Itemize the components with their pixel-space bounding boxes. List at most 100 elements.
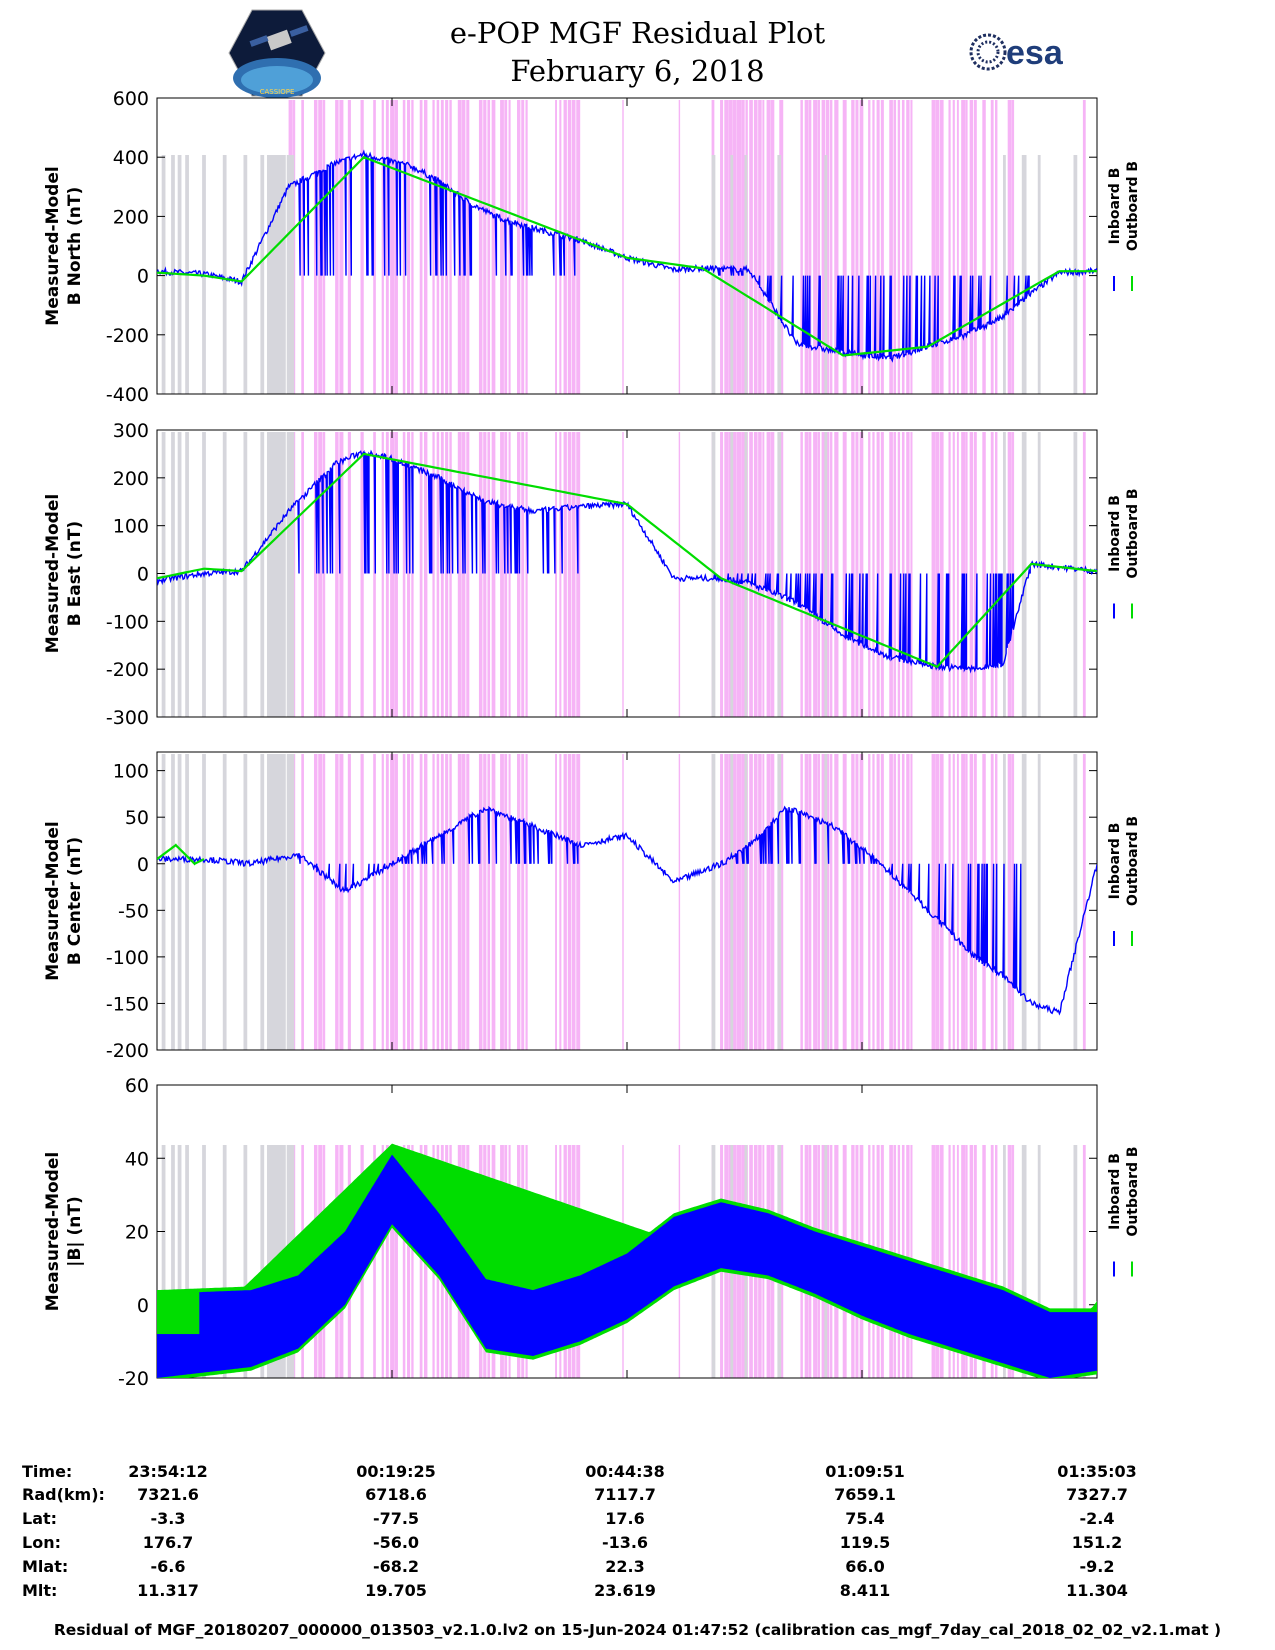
magenta-band (487, 432, 491, 717)
magenta-band (678, 100, 681, 394)
magenta-band (749, 100, 751, 394)
magenta-band (436, 100, 440, 394)
y-tick-label: 0 (137, 266, 149, 288)
magenta-band (855, 432, 859, 717)
magenta-band (969, 754, 974, 1050)
magenta-band (821, 754, 826, 1050)
magenta-band (965, 754, 968, 1050)
info-cell: -56.0 (372, 1533, 420, 1552)
magenta-band (872, 432, 875, 717)
magenta-band (990, 432, 994, 717)
gray-band (260, 432, 265, 717)
magenta-band (990, 100, 994, 394)
magenta-band (762, 432, 765, 717)
magenta-band (504, 754, 508, 1050)
left-logo-text: CASSIOPE (260, 88, 295, 96)
y-tick-label: 0 (137, 854, 149, 876)
magenta-band (335, 754, 339, 1050)
legend-inboard-label: Inboard B (1107, 495, 1123, 572)
magenta-band (830, 100, 833, 394)
magenta-band (555, 754, 557, 1050)
y-axis-label-line1: Measured-Model (43, 821, 63, 980)
y-tick-label: 400 (113, 147, 149, 169)
info-row-label: Mlt: (22, 1581, 58, 1600)
magenta-band (500, 100, 504, 394)
magenta-band (360, 100, 364, 394)
magenta-band (948, 432, 951, 717)
gray-band (777, 432, 782, 717)
chart-panel-4: 60 40 20 0 -20 Measured-Model |B| (nT) Inboard … (43, 1075, 1141, 1390)
info-cell: -13.6 (601, 1533, 649, 1552)
gray-band (1021, 1145, 1027, 1378)
magenta-band (567, 754, 572, 1050)
legend-inboard-label: Inboard B (1107, 1153, 1123, 1230)
magenta-band (491, 754, 496, 1050)
magenta-band (423, 100, 428, 394)
magenta-band (779, 432, 784, 717)
gray-band (222, 432, 227, 717)
right-logo-text: esa (1006, 34, 1064, 72)
magenta-band (842, 754, 847, 1050)
gray-band (266, 754, 286, 1050)
gray-band (1021, 155, 1027, 394)
info-cell: 01:35:03 (1057, 1462, 1137, 1481)
magenta-band (973, 100, 977, 394)
info-cell: 7659.1 (834, 1485, 896, 1504)
magenta-band (411, 432, 414, 717)
magenta-band (910, 754, 913, 1050)
gray-band (1021, 432, 1027, 717)
magenta-band (1007, 1145, 1012, 1378)
magenta-band (821, 432, 826, 717)
magenta-band (466, 100, 470, 394)
magenta-band (1082, 1145, 1086, 1378)
magenta-band (555, 432, 557, 717)
magenta-band (906, 100, 910, 394)
gray-band (1021, 754, 1027, 1050)
magenta-band (436, 432, 440, 717)
magenta-band (313, 100, 318, 394)
magenta-band (952, 1145, 955, 1378)
magenta-band (335, 432, 339, 717)
y-axis-label-line2: B North (nT) (65, 187, 85, 306)
magenta-band (931, 100, 936, 394)
info-cell: -9.2 (1079, 1557, 1115, 1576)
magenta-band (478, 432, 483, 717)
gray-band (222, 155, 227, 394)
gray-band (730, 754, 734, 1050)
magenta-band (965, 1145, 968, 1378)
magenta-band (825, 100, 830, 394)
magenta-band (517, 100, 521, 394)
magenta-band (449, 754, 452, 1050)
magenta-band (381, 100, 384, 394)
magenta-band (982, 432, 986, 717)
magenta-band (466, 432, 470, 717)
magenta-band (576, 100, 581, 394)
magenta-band (385, 1145, 389, 1378)
magenta-band (724, 432, 729, 717)
gray-band (1037, 1145, 1041, 1378)
gray-band (260, 1145, 265, 1378)
info-cell: 22.3 (605, 1557, 645, 1576)
magenta-band (555, 100, 557, 394)
magenta-band (995, 1145, 998, 1378)
magenta-band (940, 100, 944, 394)
magenta-band (339, 432, 344, 717)
y-tick-label: -200 (106, 659, 149, 681)
magenta-band (313, 432, 318, 717)
gray-band (1037, 754, 1041, 1050)
orbit-info-table: Time: Rad(km): Lat: Lon: Mlat: Mlt: 23:54:12 73… (0, 1462, 1275, 1622)
magenta-band (394, 754, 398, 1050)
magenta-band (910, 432, 913, 717)
gray-band (286, 754, 291, 1050)
magenta-band (906, 432, 910, 717)
magenta-band (525, 754, 528, 1050)
magenta-band (956, 754, 959, 1050)
y-tick-label: 20 (125, 1222, 149, 1244)
magenta-band (825, 432, 830, 717)
magenta-band (423, 754, 428, 1050)
gray-band (202, 1145, 206, 1378)
magenta-band (948, 100, 951, 394)
magenta-band (411, 754, 414, 1050)
gray-band (290, 155, 295, 394)
y-axis-label-line2: |B| (nT) (65, 1196, 85, 1267)
